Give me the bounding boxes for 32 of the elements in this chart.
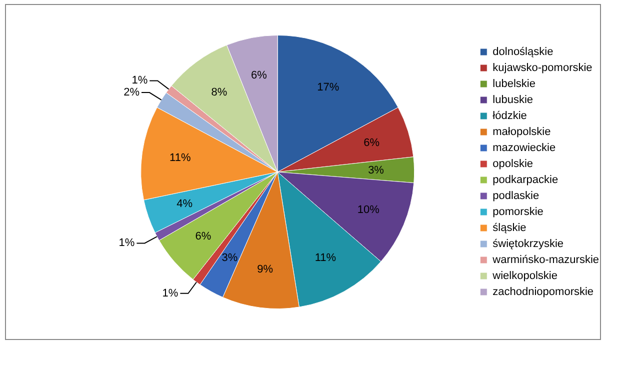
data-label: 3% (222, 252, 238, 264)
data-label: 1% (132, 74, 148, 87)
data-label: 8% (211, 86, 228, 99)
data-label: 11% (170, 152, 191, 164)
data-label: 17% (317, 82, 340, 94)
legend-label: zachodniopomorskie (492, 286, 594, 298)
legend-label: podlaskie (492, 190, 540, 202)
data-label: 9% (257, 264, 274, 276)
data-label: 3% (368, 164, 384, 176)
data-label: 4% (176, 198, 193, 210)
data-label: 6% (250, 69, 268, 82)
data-label: 2% (124, 86, 140, 99)
data-label: 1% (118, 237, 135, 250)
data-label: 6% (195, 230, 212, 243)
legend-label: śląskie (492, 222, 526, 234)
legend-label: dolnośląskie (492, 46, 554, 58)
legend-label: lubuskie (492, 94, 534, 106)
legend-label: pomorskie (492, 206, 544, 218)
data-label: 6% (364, 136, 380, 149)
data-label: 11% (314, 252, 336, 264)
legend-label: warmińsko-mazurskie (492, 254, 600, 266)
legend-label: łódzkie (492, 110, 527, 122)
legend-label: wielkopolskie (492, 270, 558, 282)
legend-label: kujawsko-pomorskie (492, 62, 592, 74)
data-label: 1% (162, 287, 178, 300)
data-label: 10% (357, 204, 380, 216)
legend-label: mazowieckie (492, 142, 556, 154)
legend-label: lubelskie (492, 78, 536, 90)
legend-label: opolskie (492, 158, 534, 170)
legend-label: podkarpackie (492, 174, 558, 186)
legend-label: małopolskie (492, 126, 551, 138)
legend-label: świętokrzyskie (492, 238, 564, 250)
